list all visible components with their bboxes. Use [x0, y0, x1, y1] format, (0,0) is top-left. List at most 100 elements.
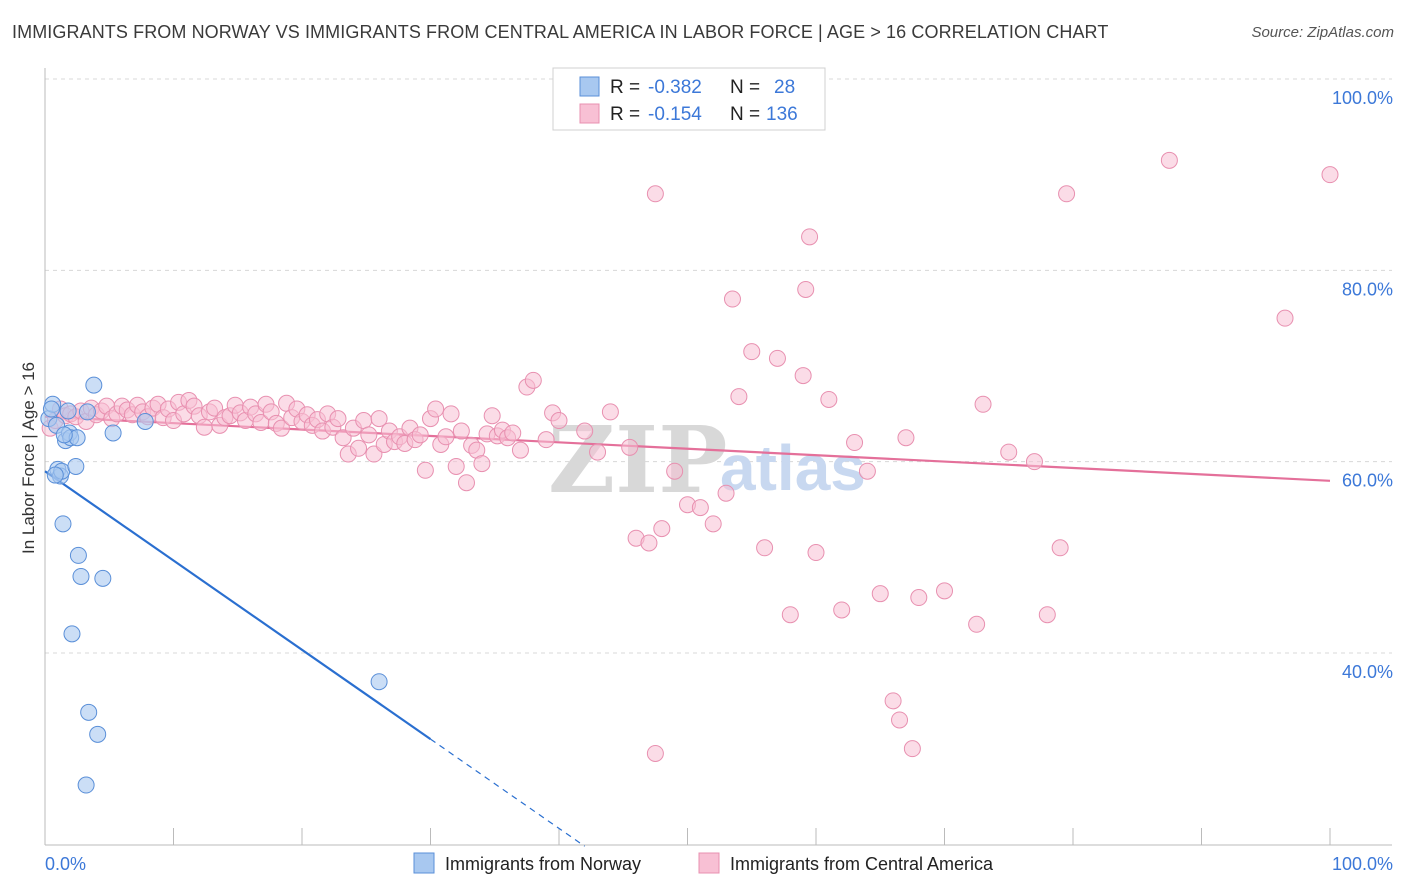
- norway-point: [77, 776, 95, 794]
- central-america-point: [537, 431, 555, 449]
- bottom-legend-label-central-america: Immigrants from Central America: [730, 854, 994, 874]
- x-tick-labels: 0.0% 100.0%: [45, 854, 1393, 874]
- y-axis-title: In Labor Force | Age > 16: [19, 362, 38, 554]
- central-america-point: [884, 692, 902, 710]
- norway-point: [78, 403, 96, 421]
- y-tick-label: 40.0%: [1342, 662, 1393, 682]
- central-america-point: [910, 589, 928, 607]
- legend-r-value-norway: -0.382: [648, 77, 702, 98]
- central-america-point: [427, 400, 445, 418]
- norway-point: [370, 673, 388, 691]
- legend-swatch-central-america: [579, 103, 600, 124]
- central-america-point: [411, 426, 429, 444]
- legend-n-value-central-america: 136: [766, 104, 798, 125]
- norway-point: [42, 400, 60, 418]
- central-america-point: [416, 461, 434, 479]
- legend-r-value-central-america: -0.154: [648, 104, 702, 125]
- central-america-point: [350, 439, 368, 457]
- central-america-point: [483, 407, 501, 425]
- watermark-atlas: atlas: [720, 432, 866, 504]
- central-america-point: [272, 419, 290, 437]
- central-america-point: [1000, 443, 1018, 461]
- norway-point: [63, 625, 81, 643]
- norway-point: [67, 457, 85, 475]
- central-america-point: [195, 418, 213, 436]
- central-america-point: [1321, 166, 1339, 184]
- central-america-point: [1276, 309, 1294, 327]
- legend-swatch-norway: [579, 76, 600, 97]
- central-america-point: [601, 403, 619, 421]
- central-america-point: [756, 539, 774, 557]
- central-america-point: [871, 585, 889, 603]
- bottom-legend-label-norway: Immigrants from Norway: [445, 854, 641, 874]
- central-america-point: [833, 601, 851, 619]
- norway-point: [69, 546, 87, 564]
- legend-r-label-norway: R =: [610, 77, 640, 98]
- central-america-point: [704, 515, 722, 533]
- central-america-point: [646, 185, 664, 203]
- central-america-point: [797, 280, 815, 298]
- central-america-point: [452, 422, 470, 440]
- central-america-point: [589, 443, 607, 461]
- central-america-point: [801, 228, 819, 246]
- y-tick-label: 60.0%: [1342, 471, 1393, 491]
- central-america-point: [640, 534, 658, 552]
- central-america-point: [504, 424, 522, 442]
- central-america-point: [447, 457, 465, 475]
- axes: [44, 68, 1392, 846]
- central-america-point: [360, 426, 378, 444]
- norway-point: [94, 569, 112, 587]
- chart-title: IMMIGRANTS FROM NORWAY VS IMMIGRANTS FRO…: [12, 22, 1109, 42]
- central-america-point: [576, 422, 594, 440]
- norway-point: [136, 412, 154, 430]
- central-america-point: [794, 367, 812, 385]
- central-america-point: [891, 711, 909, 729]
- central-america-point: [781, 606, 799, 624]
- central-america-point: [646, 744, 664, 762]
- central-america-point: [442, 405, 460, 423]
- central-america-point: [355, 412, 373, 430]
- central-america-point: [730, 388, 748, 406]
- central-america-point: [1025, 453, 1043, 471]
- norway-trend-line: [44, 470, 432, 741]
- legend-n-value-norway: 28: [774, 77, 795, 98]
- bottom-legend-swatch-central-america: [698, 852, 720, 874]
- y-tick-label: 100.0%: [1332, 88, 1393, 108]
- central-america-point: [511, 441, 529, 459]
- watermark: ZIP atlas: [548, 406, 866, 514]
- x-tick-label: 0.0%: [45, 854, 86, 874]
- norway-point: [72, 567, 90, 585]
- central-america-point: [691, 499, 709, 517]
- gridlines: [45, 78, 1392, 654]
- central-america-point: [846, 434, 864, 452]
- legend-top: R = -0.382 N = 28 R = -0.154 N = 136: [552, 67, 826, 131]
- central-america-point: [329, 410, 347, 428]
- central-america-point: [437, 428, 455, 446]
- norway-point: [46, 466, 64, 484]
- norway-point: [55, 426, 73, 444]
- central-america-point: [723, 290, 741, 308]
- norway-point: [85, 376, 103, 394]
- norway-points: [40, 376, 388, 794]
- legend-bottom: Immigrants from Norway Immigrants from C…: [413, 852, 994, 874]
- norway-point: [54, 515, 72, 533]
- watermark-zip: ZIP: [548, 406, 727, 514]
- central-america-point: [936, 582, 953, 600]
- norway-trend-extension: [430, 738, 586, 847]
- y-tick-labels: 40.0% 60.0% 80.0% 100.0%: [1332, 88, 1393, 682]
- chart-source: Source: ZipAtlas.com: [1251, 24, 1394, 41]
- central-america-point: [1051, 539, 1069, 557]
- central-america-points: [41, 151, 1339, 762]
- central-america-point: [653, 520, 671, 538]
- norway-point: [59, 402, 77, 420]
- x-tick-label: 100.0%: [1332, 854, 1393, 874]
- central-america-point: [1160, 151, 1178, 169]
- central-america-point: [1038, 606, 1056, 624]
- central-america-point: [897, 429, 915, 447]
- central-america-point: [974, 395, 992, 413]
- bottom-legend-swatch-norway: [413, 852, 435, 874]
- central-america-point: [524, 371, 542, 389]
- central-america-point: [820, 390, 838, 408]
- central-america-point: [550, 412, 568, 430]
- legend-n-label-central-america: N =: [730, 104, 760, 125]
